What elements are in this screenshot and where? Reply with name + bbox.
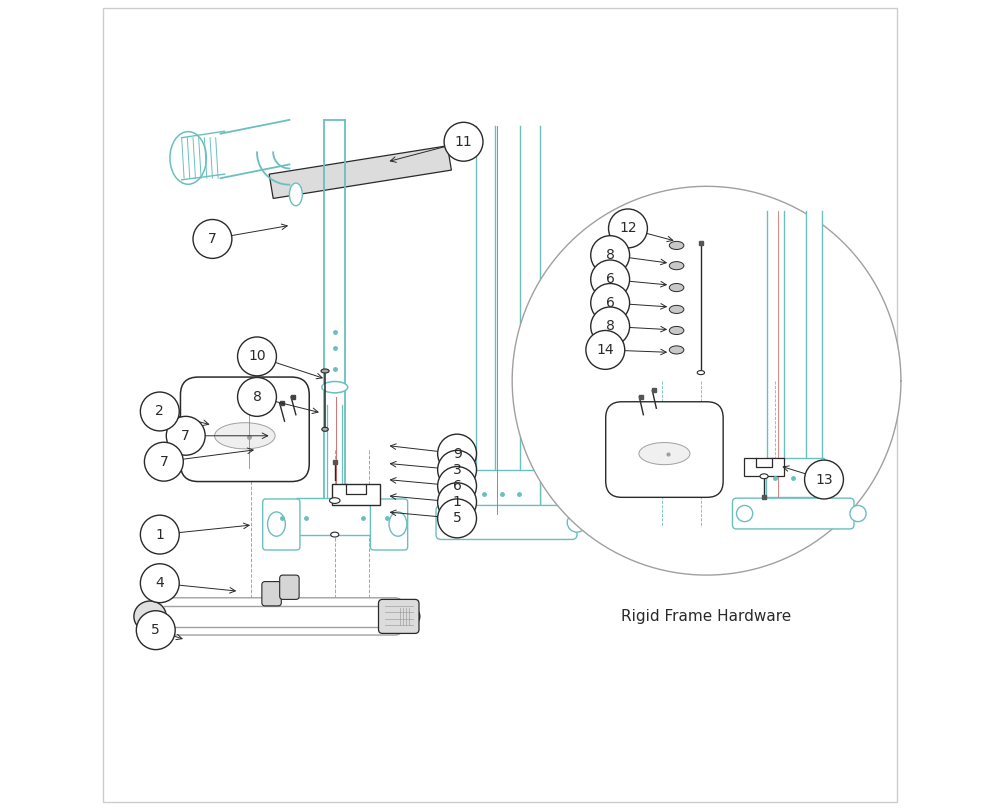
Text: 7: 7 — [208, 232, 217, 246]
Text: 9: 9 — [453, 446, 462, 461]
FancyBboxPatch shape — [436, 505, 577, 539]
Ellipse shape — [268, 512, 285, 536]
Circle shape — [591, 284, 630, 322]
Circle shape — [238, 337, 276, 376]
Polygon shape — [520, 126, 540, 526]
Ellipse shape — [394, 605, 420, 628]
Polygon shape — [164, 606, 395, 627]
FancyBboxPatch shape — [766, 458, 824, 497]
Circle shape — [140, 515, 179, 554]
Ellipse shape — [697, 371, 705, 374]
FancyBboxPatch shape — [744, 458, 784, 476]
Text: 5: 5 — [151, 623, 160, 637]
Text: 2: 2 — [155, 404, 164, 419]
Circle shape — [140, 392, 179, 431]
Ellipse shape — [850, 505, 866, 522]
Ellipse shape — [567, 513, 587, 532]
Ellipse shape — [289, 183, 302, 206]
Circle shape — [591, 260, 630, 299]
Ellipse shape — [134, 601, 166, 632]
Ellipse shape — [737, 505, 753, 522]
Text: 3: 3 — [453, 463, 461, 477]
Ellipse shape — [389, 512, 407, 536]
FancyBboxPatch shape — [180, 377, 309, 481]
Circle shape — [438, 499, 477, 538]
FancyBboxPatch shape — [378, 599, 419, 633]
Polygon shape — [767, 211, 784, 518]
Ellipse shape — [669, 284, 684, 292]
FancyBboxPatch shape — [332, 484, 380, 505]
Text: 12: 12 — [619, 221, 637, 236]
Circle shape — [166, 416, 205, 455]
Polygon shape — [806, 211, 822, 518]
Circle shape — [136, 611, 175, 650]
Text: 7: 7 — [159, 454, 168, 469]
FancyBboxPatch shape — [473, 470, 540, 514]
Text: 6: 6 — [606, 296, 615, 310]
Text: 6: 6 — [606, 272, 615, 287]
Ellipse shape — [669, 326, 684, 335]
Circle shape — [140, 564, 179, 603]
Ellipse shape — [760, 474, 768, 479]
Circle shape — [609, 209, 647, 248]
Ellipse shape — [439, 513, 459, 532]
FancyBboxPatch shape — [156, 598, 403, 635]
Circle shape — [193, 220, 232, 258]
Circle shape — [438, 434, 477, 473]
Text: Rigid Frame Hardware: Rigid Frame Hardware — [621, 609, 792, 625]
Ellipse shape — [170, 131, 206, 185]
Ellipse shape — [322, 428, 328, 432]
Text: 13: 13 — [815, 472, 833, 487]
Circle shape — [586, 330, 625, 369]
Ellipse shape — [669, 241, 684, 249]
Ellipse shape — [639, 442, 690, 465]
Text: 8: 8 — [606, 248, 615, 262]
Circle shape — [591, 307, 630, 346]
FancyBboxPatch shape — [606, 402, 723, 497]
FancyBboxPatch shape — [370, 499, 408, 550]
Polygon shape — [512, 186, 901, 575]
FancyBboxPatch shape — [732, 498, 854, 529]
Circle shape — [438, 483, 477, 522]
Text: 1: 1 — [155, 527, 164, 542]
FancyBboxPatch shape — [263, 499, 300, 550]
Circle shape — [438, 450, 477, 489]
Text: 10: 10 — [248, 349, 266, 364]
Polygon shape — [324, 120, 345, 526]
Ellipse shape — [329, 497, 340, 503]
Ellipse shape — [669, 305, 684, 313]
Text: 11: 11 — [455, 134, 472, 149]
Text: 7: 7 — [181, 428, 190, 443]
Text: 4: 4 — [155, 576, 164, 590]
Text: 5: 5 — [453, 511, 461, 526]
Ellipse shape — [669, 262, 684, 270]
Circle shape — [591, 236, 630, 275]
Ellipse shape — [322, 382, 348, 393]
FancyBboxPatch shape — [296, 498, 374, 535]
Circle shape — [805, 460, 843, 499]
Text: 6: 6 — [453, 479, 462, 493]
Ellipse shape — [321, 369, 329, 373]
Ellipse shape — [331, 532, 339, 537]
FancyBboxPatch shape — [280, 575, 299, 599]
Circle shape — [144, 442, 183, 481]
Circle shape — [238, 377, 276, 416]
Circle shape — [438, 467, 477, 505]
Ellipse shape — [215, 423, 275, 449]
Circle shape — [444, 122, 483, 161]
Ellipse shape — [669, 346, 684, 354]
Text: 8: 8 — [606, 319, 615, 334]
FancyBboxPatch shape — [262, 582, 281, 606]
Text: 14: 14 — [596, 343, 614, 357]
Text: 1: 1 — [453, 495, 462, 509]
Polygon shape — [476, 126, 495, 526]
Text: 8: 8 — [253, 390, 261, 404]
Polygon shape — [269, 146, 451, 198]
